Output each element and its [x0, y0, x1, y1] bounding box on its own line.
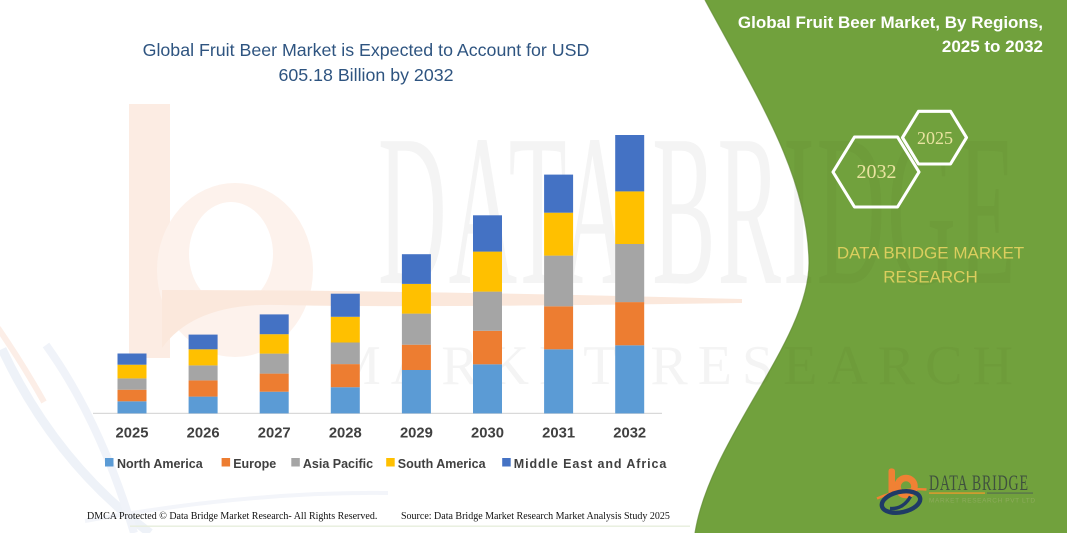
svg-text:2029: 2029 — [400, 426, 433, 442]
svg-text:Global Fruit Beer Market, By R: Global Fruit Beer Market, By Regions, — [738, 13, 1043, 32]
svg-text:2032: 2032 — [613, 426, 646, 442]
svg-text:2028: 2028 — [329, 426, 362, 442]
svg-text:2025 to 2032: 2025 to 2032 — [942, 37, 1043, 56]
svg-text:2032: 2032 — [857, 161, 897, 183]
svg-text:DATA BRIDGE: DATA BRIDGE — [929, 471, 1029, 495]
svg-text:2031: 2031 — [542, 426, 575, 442]
svg-text:DMCA Protected © Data Bridge M: DMCA Protected © Data Bridge Market Rese… — [87, 511, 377, 522]
svg-text:Source: Data Bridge Market Res: Source: Data Bridge Market Research Mark… — [401, 511, 670, 522]
svg-text:Middle East and Africa: Middle East and Africa — [514, 457, 668, 471]
svg-text:2027: 2027 — [258, 426, 291, 442]
svg-text:2025: 2025 — [116, 426, 149, 442]
svg-text:605.18 Billion by 2032: 605.18 Billion by 2032 — [279, 65, 454, 85]
svg-text:MARKET RESEARCH PVT LTD: MARKET RESEARCH PVT LTD — [929, 498, 1036, 505]
svg-text:2026: 2026 — [187, 426, 220, 442]
svg-text:Europe: Europe — [233, 457, 276, 471]
svg-text:2030: 2030 — [471, 426, 504, 442]
svg-text:South America: South America — [398, 457, 487, 471]
svg-text:2025: 2025 — [917, 128, 953, 148]
svg-text:RESEARCH: RESEARCH — [883, 268, 977, 287]
svg-text:DATA BRIDGE: DATA BRIDGE — [378, 91, 1018, 331]
svg-text:DATA BRIDGE MARKET: DATA BRIDGE MARKET — [837, 244, 1024, 263]
svg-text:Global Fruit Beer Market is Ex: Global Fruit Beer Market is Expected to … — [143, 40, 590, 60]
svg-text:Asia Pacific: Asia Pacific — [303, 457, 373, 471]
svg-text:North America: North America — [117, 457, 204, 471]
